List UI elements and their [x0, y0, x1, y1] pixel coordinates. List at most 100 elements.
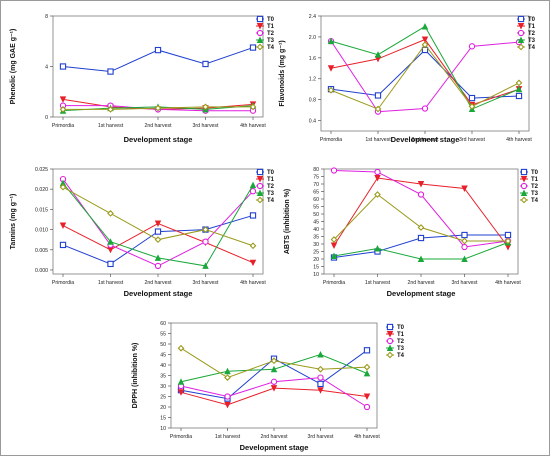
panel-4-series-T2-point	[270, 378, 278, 385]
panel-3-ytick-label: 40	[313, 227, 319, 233]
panel-0-legend-marker-T2	[256, 29, 264, 37]
panel-1-xtick-label: 1st harvest	[365, 137, 391, 143]
panel-4-series-T4-point	[317, 365, 324, 373]
panel-2-series-T3-point	[249, 181, 257, 189]
panel-4-legend-label-T3: T3	[397, 346, 405, 352]
panel-3-ytick-label: 75	[313, 175, 319, 181]
panel-4-series-T1-point	[177, 389, 185, 396]
panel-2-legend-label-T3: T3	[267, 191, 275, 197]
panel-2-ytick-label: 0.010	[35, 228, 48, 234]
panel-4-legend-marker-T2	[386, 337, 394, 345]
panel-4-plot-frame	[170, 322, 378, 429]
panel-3-series-T2-point	[374, 168, 381, 176]
panel-4-ytick-label: 10	[160, 426, 166, 432]
panel-4-series-T3-point	[177, 378, 185, 385]
panel-2-series-T0-point	[154, 228, 162, 235]
panel-4-series-T3-point	[363, 369, 371, 377]
panel-1-xtick-label: Primordia	[320, 137, 342, 143]
panel-1-series-T4-point	[327, 86, 335, 94]
panel-3-series-T0-point	[504, 231, 512, 239]
panel-3-ytick-label: 30	[313, 242, 319, 248]
panel-3-ytick-label: 25	[313, 250, 319, 256]
panel-3-ytick-label: 20	[313, 257, 319, 263]
panel-4-ytick-label: 60	[160, 321, 166, 327]
panel-3-ytick-label: 35	[313, 235, 319, 241]
panel-1-series-T4-point	[421, 41, 429, 49]
panel-0-series-T4-point	[202, 103, 209, 111]
panel-1-series-T4-line	[330, 43, 520, 110]
panel-1-series-T3-point	[327, 37, 335, 45]
panel-2-series-T2-point	[202, 238, 209, 245]
panel-2-xtick-label: 4th harvest	[240, 280, 266, 286]
panel-4-series-T0-point	[363, 347, 371, 354]
panel-1-series-T0-point	[421, 46, 429, 54]
panel-0-xtick-label: 2nd harvest	[144, 123, 172, 129]
panel-3-series-T4-line	[333, 193, 508, 242]
panel-3-ytick-label: 15	[313, 265, 319, 271]
panel-3-legend-label-T3: T3	[531, 191, 539, 197]
panel-4-series-T2-point	[363, 403, 371, 411]
panel-0-legend-label-T2: T2	[267, 31, 275, 37]
panel-3-series-T1-point	[417, 180, 425, 188]
panel-0-legend-label-T1: T1	[267, 24, 275, 30]
panel-4-xtick-label: 2nd harvest	[260, 434, 288, 440]
panel-3-legend-marker-T3	[520, 189, 528, 197]
panel-3-series-T0-point	[461, 231, 468, 239]
panel-3-legend-marker-T4	[520, 196, 528, 204]
panel-1-legend-label-T4: T4	[528, 45, 536, 51]
panel-3-ytick-label: 65	[313, 190, 319, 196]
panel-4-y-axis-label: DPPH (inhibition %)	[132, 343, 139, 409]
panel-2-xtick-label: 2nd harvest	[144, 280, 172, 286]
panel-3-xtick-label: 4th harvest	[495, 280, 521, 286]
panel-3-series-T1-point	[330, 242, 338, 249]
panel-0-series-T0-point	[107, 68, 114, 75]
panel-1-y-axis-label: Flavonoids (mg g⁻¹)	[279, 40, 286, 106]
panel-1-legend-label-T2: T2	[528, 31, 536, 37]
panel-1-legend-marker-T2	[517, 29, 525, 37]
panel-0-series-T4-point	[107, 106, 114, 113]
panel-2-legend-label-T4: T4	[267, 198, 275, 204]
panel-4-series-T1-point	[363, 393, 371, 400]
panel-3-series-T4-point	[461, 237, 468, 245]
panel-1-series-T2-point	[468, 43, 476, 50]
panel-2-series-T3-point	[107, 238, 114, 245]
panel-1-series-T3-point	[374, 51, 382, 58]
panel-3-ytick-label: 10	[313, 272, 319, 278]
panel-4-x-axis-label: Development stage	[240, 443, 309, 452]
panel-3-xtick-label: 1st harvest	[365, 280, 391, 286]
panel-2-series-T4-point	[202, 226, 209, 233]
panel-4-ytick-label: 15	[160, 416, 166, 422]
panel-4-series-T4-point	[177, 344, 185, 352]
panel-1-legend-marker-T3	[517, 36, 525, 43]
panel-0-series-T0-point	[59, 63, 67, 70]
panel-3-x-axis-label: Development stage	[387, 289, 456, 298]
panel-3-series-T2-point	[330, 167, 338, 174]
panel-1-legend-marker-T0	[517, 15, 525, 23]
panel-4-series-T4-point	[363, 363, 371, 371]
panel-4-ytick-label: 25	[160, 395, 166, 401]
panel-0-legend-marker-T1	[256, 22, 264, 30]
panel-3-ytick-label: 70	[313, 182, 319, 188]
panel-2-series-T4-point	[59, 183, 67, 191]
panel-0-y-axis-label: Phenolic (mg GAE g⁻¹)	[10, 29, 17, 105]
panel-2-legend-marker-T1	[256, 175, 264, 183]
panel-3-xtick-label: Primordia	[323, 280, 345, 286]
panel-2-series-T3-point	[154, 254, 162, 261]
panel-0-series-T4-point	[249, 103, 257, 111]
panel-4-ytick-label: 40	[160, 363, 166, 369]
panel-0-plot-frame	[52, 15, 264, 118]
panel-2-xtick-label: 3rd harvest	[193, 280, 220, 286]
panel-0-legend-marker-T3	[256, 36, 264, 43]
panel-3-legend-label-T2: T2	[531, 184, 539, 190]
panel-2-series-T0-point	[59, 241, 67, 249]
panel-1-series-T2-point	[421, 105, 429, 112]
panel-1-series-T4-point	[515, 79, 523, 87]
panel-4-series-T0-point	[317, 380, 324, 388]
panel-1-series-T0-point	[515, 92, 523, 100]
panel-2-series-T1-point	[154, 220, 162, 228]
panel-4-series-T1-point	[270, 385, 278, 392]
panel-3-series-T3-point	[461, 255, 468, 263]
panel-0-series-T0-point	[249, 44, 257, 51]
panel-0-series-T4-point	[154, 104, 162, 112]
panel-4-series-T2-point	[317, 374, 324, 381]
